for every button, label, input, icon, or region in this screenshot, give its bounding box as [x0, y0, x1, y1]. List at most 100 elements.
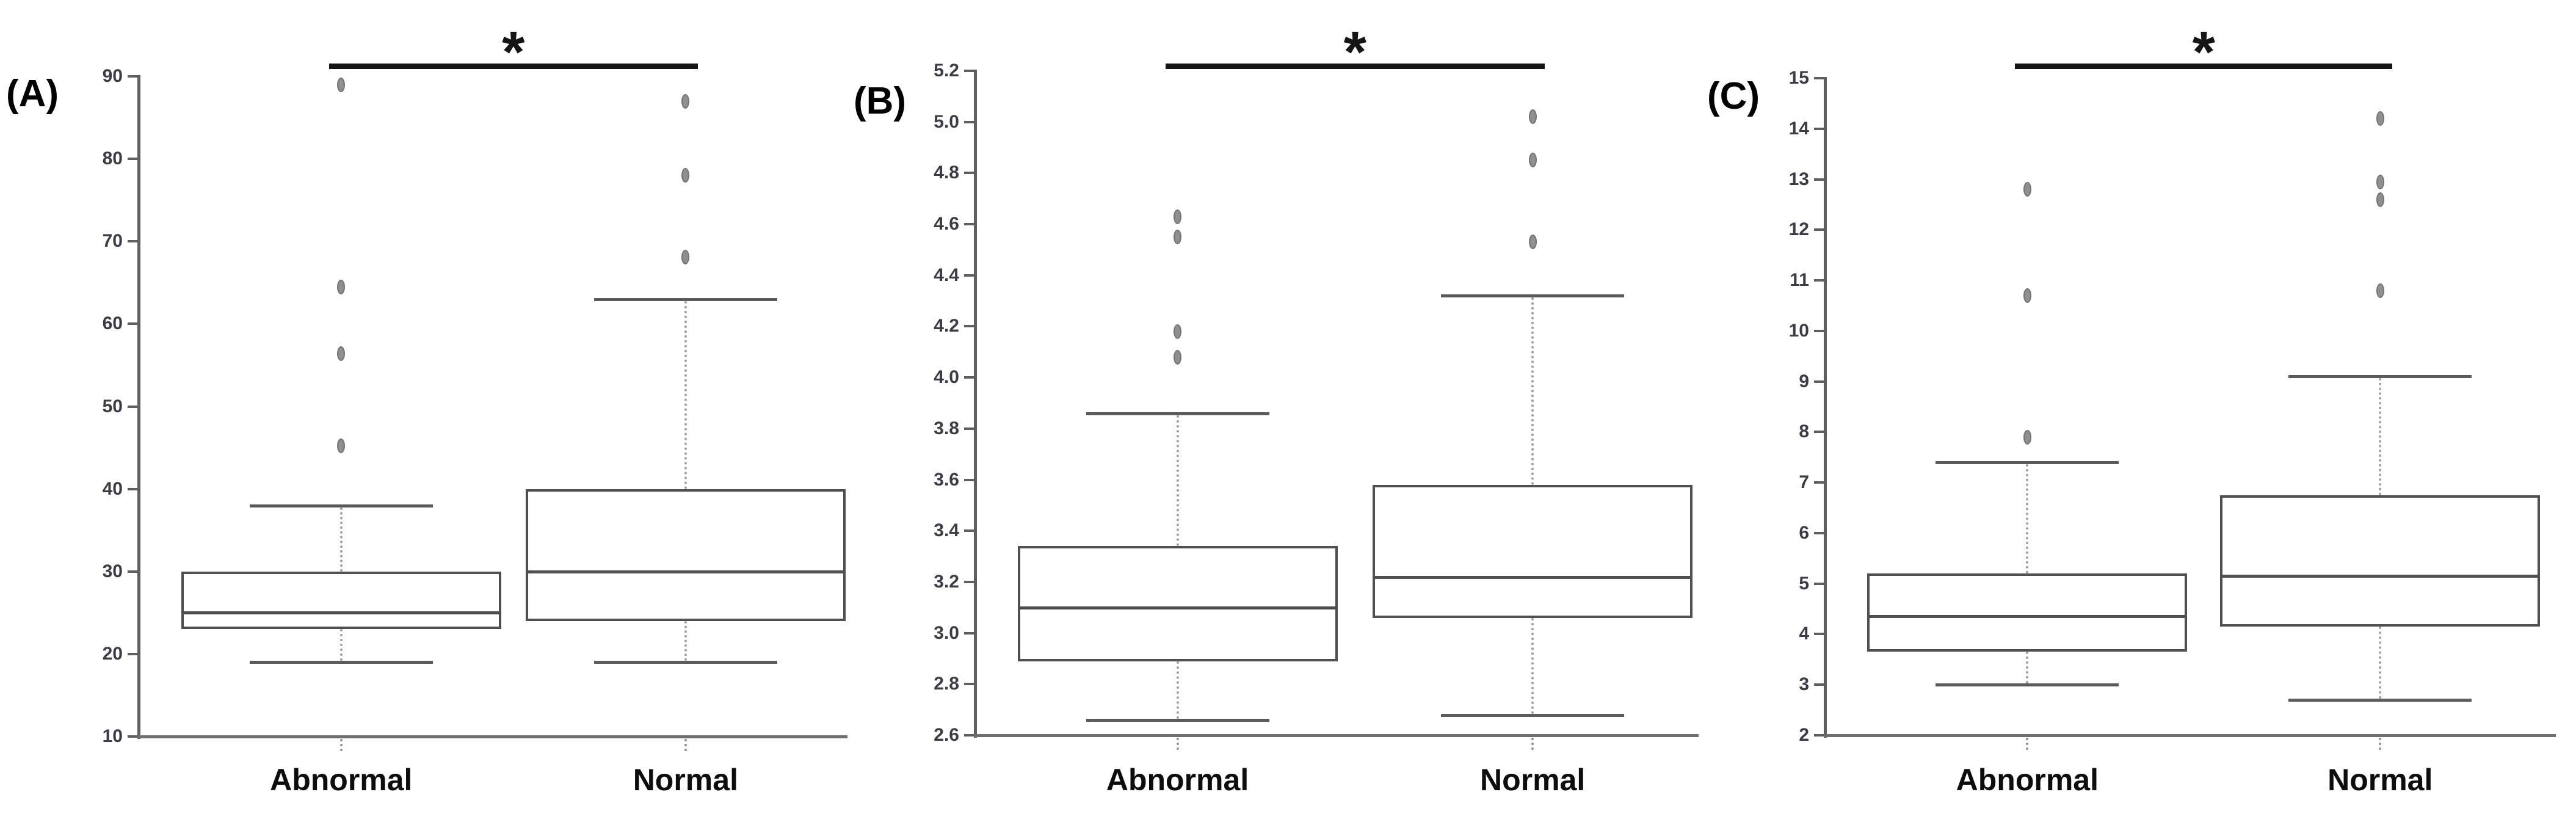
y-tick-label: 3.2 [934, 571, 959, 592]
box [1373, 484, 1693, 618]
outlier-dot [2376, 192, 2384, 207]
outlier-dot [337, 438, 346, 454]
group-label-normal: Normal [2327, 763, 2433, 797]
x-baseline [137, 735, 847, 738]
panel-label: (A) [6, 73, 59, 115]
y-tick [1814, 228, 1824, 231]
whisker-upper [684, 300, 687, 489]
y-tick-label: 3.0 [934, 622, 959, 643]
y-tick-label: 4 [1799, 624, 1809, 644]
y-tick [1814, 481, 1824, 484]
box [181, 571, 501, 630]
y-tick-label: 14 [1788, 118, 1809, 139]
whisker-cap-upper [1441, 294, 1625, 298]
y-tick [1814, 178, 1824, 181]
y-tick-label: 30 [102, 561, 123, 581]
box [1017, 546, 1338, 661]
median-line [525, 570, 846, 573]
y-tick-label: 15 [1788, 68, 1809, 88]
y-tick-label: 5.2 [934, 60, 959, 81]
y-tick [964, 683, 974, 686]
y-tick [128, 487, 137, 490]
y-tick [964, 529, 974, 533]
y-tick-label: 80 [102, 148, 123, 169]
y-tick [1814, 734, 1824, 737]
y-tick-label: 50 [102, 396, 123, 416]
y-tick [964, 580, 974, 583]
outlier-dot [337, 279, 346, 294]
x-baseline [1824, 734, 2556, 737]
y-axis-line [137, 75, 140, 739]
y-tick-label: 9 [1799, 371, 1809, 391]
whisker-cap-lower [1441, 713, 1625, 717]
whisker-upper [1176, 415, 1179, 547]
y-tick-label: 4.6 [934, 214, 959, 235]
outlier-dot [681, 249, 690, 264]
y-tick-label: 60 [102, 313, 123, 334]
y-tick-label: 12 [1788, 219, 1809, 240]
median-line [1373, 575, 1693, 579]
y-tick [1814, 77, 1824, 79]
y-tick-label: 10 [1788, 320, 1809, 341]
significance-bar [328, 64, 698, 69]
y-tick-label: 7 [1799, 472, 1809, 493]
y-tick-label: 3 [1799, 674, 1809, 695]
outlier-dot [2023, 182, 2031, 197]
y-tick [964, 223, 974, 226]
y-tick-label: 20 [102, 643, 123, 664]
significance-asterisk: * [1343, 20, 1367, 85]
y-tick [1814, 582, 1824, 585]
y-tick-label: 5.0 [934, 111, 959, 132]
outlier-dot [337, 77, 346, 92]
group-label-normal: Normal [633, 763, 738, 797]
y-tick-label: 3.4 [934, 520, 959, 541]
group-tick [1531, 738, 1534, 750]
group-label-abnormal: Abnormal [270, 763, 413, 797]
group-tick [339, 739, 343, 751]
whisker-cap-lower [2288, 699, 2472, 702]
whisker-lower [1176, 661, 1179, 719]
whisker-lower [2026, 652, 2029, 684]
outlier-dot [1528, 153, 1537, 168]
y-tick [964, 70, 974, 72]
y-tick-label: 10 [102, 726, 123, 746]
outlier-dot [1528, 235, 1537, 250]
y-tick [128, 405, 137, 408]
significance-bar [1165, 64, 1545, 69]
panel-label: (C) [1707, 75, 1760, 117]
outlier-dot [681, 168, 690, 183]
group-tick [2026, 738, 2029, 750]
y-tick-label: 4.4 [934, 264, 959, 285]
outlier-dot [2023, 288, 2031, 303]
y-tick [964, 274, 974, 277]
y-tick-label: 2.6 [934, 725, 959, 745]
y-tick-label: 3.6 [934, 469, 959, 490]
whisker-upper [2026, 464, 2029, 574]
y-tick [128, 322, 137, 326]
y-tick [1814, 531, 1824, 534]
y-tick [1814, 279, 1824, 282]
outlier-dot [2376, 283, 2384, 298]
whisker-upper [339, 507, 343, 572]
whisker-cap-upper [1086, 412, 1269, 415]
median-line [181, 611, 501, 615]
panel-label: (B) [854, 80, 907, 122]
y-tick-label: 2.8 [934, 674, 959, 694]
whisker-cap-upper [1936, 461, 2119, 465]
y-tick-label: 8 [1799, 421, 1809, 442]
y-tick-label: 3.8 [934, 418, 959, 438]
y-tick [1814, 127, 1824, 130]
median-line [1867, 615, 2188, 619]
y-tick [964, 120, 974, 123]
group-label-abnormal: Abnormal [1106, 763, 1249, 797]
y-tick [964, 172, 974, 175]
whisker-cap-lower [1936, 683, 2119, 687]
y-tick [128, 652, 137, 655]
y-tick-label: 2 [1799, 725, 1809, 745]
outlier-dot [1174, 324, 1182, 339]
y-tick [128, 158, 137, 161]
box [1867, 573, 2188, 652]
